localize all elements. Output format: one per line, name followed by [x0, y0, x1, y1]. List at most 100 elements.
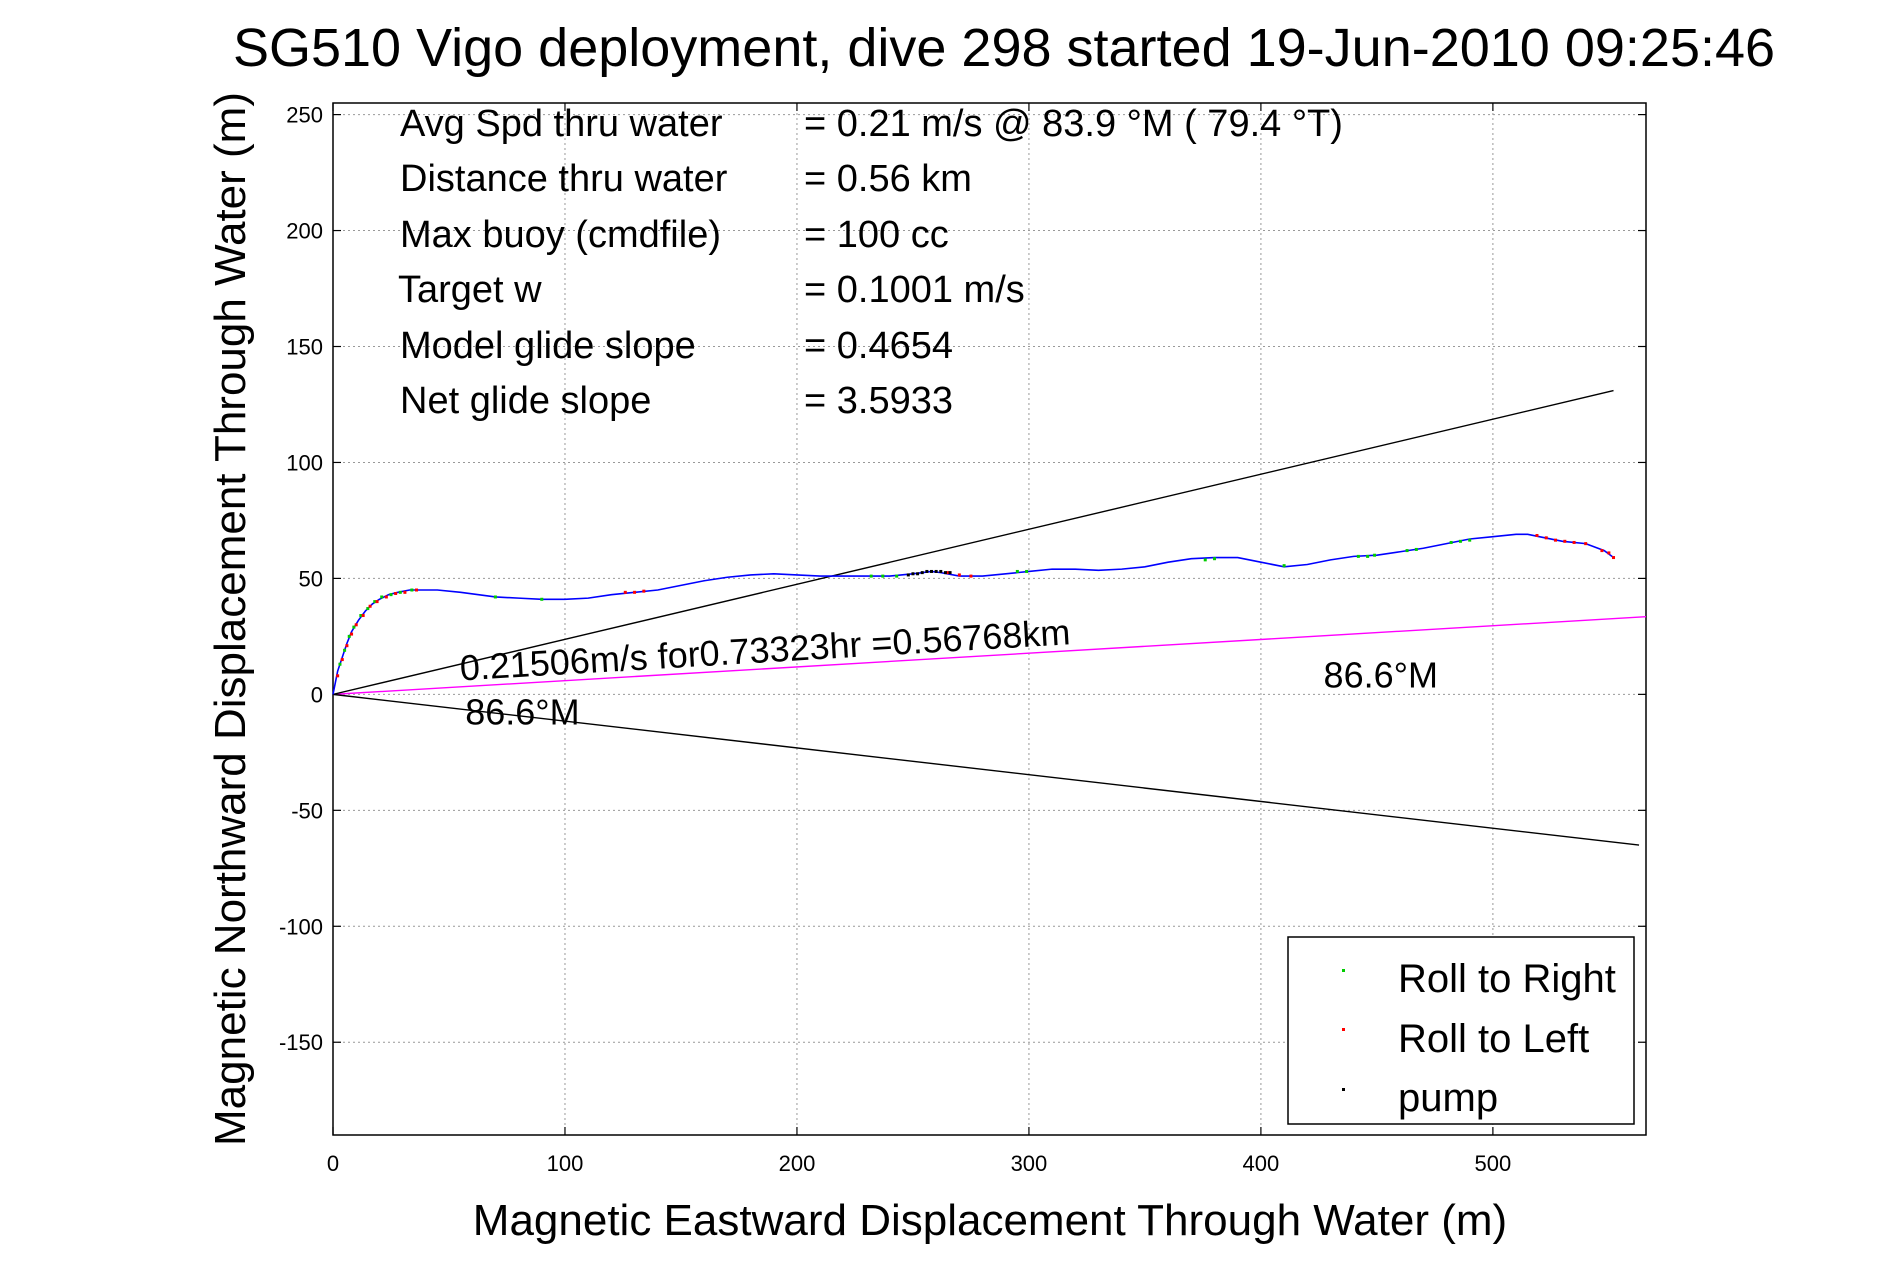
roll-left-point [623, 590, 627, 594]
roll-left-point [957, 573, 961, 577]
roll-right-point [869, 574, 873, 578]
y-tick-label: 100 [286, 450, 323, 475]
pump-point [916, 572, 920, 576]
reference-line-heading [332, 615, 1647, 696]
stat-label: Avg Spd thru water [400, 103, 723, 145]
pump-point [925, 569, 929, 573]
roll-left-point [1607, 551, 1611, 555]
legend-label-pump: pump [1398, 1076, 1498, 1120]
stat-value: = 100 cc [804, 214, 949, 256]
roll-left-point [340, 658, 344, 662]
stat-label: Model glide slope [400, 325, 696, 367]
legend-box [1287, 936, 1635, 1125]
heading-annotation: 86.6°M [465, 692, 579, 733]
roll-right-point [366, 607, 370, 611]
pump-point [920, 571, 924, 575]
pump-point [906, 573, 910, 577]
roll-right-point [1366, 554, 1370, 558]
roll-right-point [881, 574, 885, 578]
axis-ticks: 0 100 200 300 400 500 -150 -100 -50 0 50 100 150 200 2… [279, 103, 1646, 1176]
x-tick-label: 100 [547, 1151, 584, 1176]
roll-right-point [352, 625, 356, 629]
y-tick-label: -150 [279, 1030, 323, 1055]
roll-left-point [946, 571, 950, 575]
legend-marker-pump [1342, 1088, 1345, 1091]
x-tick-label: 300 [1011, 1151, 1048, 1176]
stat-value: = 3.5933 [804, 380, 953, 422]
reference-line-upper-bound [332, 389, 1614, 696]
roll-right-point [1203, 558, 1207, 562]
legend-marker-roll-right [1342, 969, 1345, 972]
roll-left-point [633, 590, 637, 594]
roll-left-point [1544, 536, 1548, 540]
roll-left-point [403, 590, 407, 594]
roll-left-point [384, 595, 388, 599]
roll-left-point [336, 674, 340, 678]
y-tick-label: -100 [279, 914, 323, 939]
y-tick-label: 200 [286, 219, 323, 244]
x-tick-label: 200 [779, 1151, 816, 1176]
roll-right-point [1405, 549, 1409, 553]
legend: Roll to Right Roll to Left pump [1287, 936, 1635, 1125]
roll-left-point [394, 591, 398, 595]
roll-right-point [540, 597, 544, 601]
stat-label: Max buoy (cmdfile) [400, 214, 721, 256]
roll-left-point [1554, 538, 1558, 542]
roll-left-point [350, 632, 354, 636]
roll-left-point [1600, 549, 1604, 553]
speed-annotation: 0.21506m/s for0.73323hr =0.56768km [459, 611, 1072, 688]
roll-right-point [410, 588, 414, 592]
stats-block: Avg Spd thru water = 0.21 m/s @ 83.9 °M … [398, 103, 1343, 422]
roll-right-point [1373, 553, 1377, 557]
roll-left-point [375, 600, 379, 604]
roll-right-point [389, 593, 393, 597]
track-markers [336, 534, 1616, 678]
roll-right-point [373, 600, 377, 604]
roll-left-point [642, 589, 646, 593]
heading-annotation: 86.6°M [1324, 654, 1438, 695]
x-axis-label: Magnetic Eastward Displacement Through W… [473, 1196, 1507, 1245]
roll-right-point [347, 634, 351, 638]
legend-label-roll-right: Roll to Right [1398, 957, 1616, 1001]
x-tick-label: 0 [327, 1151, 339, 1176]
y-tick-label: 0 [311, 682, 323, 707]
grid [333, 103, 1646, 1135]
roll-left-point [1535, 534, 1539, 538]
roll-right-point [343, 648, 347, 652]
legend-marker-roll-left [1342, 1028, 1345, 1031]
stat-label: Distance thru water [400, 158, 728, 200]
pump-point [930, 569, 934, 573]
roll-right-point [398, 590, 402, 594]
pump-point [934, 569, 938, 573]
roll-left-point [1563, 539, 1567, 543]
stat-value: = 0.4654 [804, 325, 953, 367]
roll-right-point [359, 614, 363, 618]
roll-right-point [380, 595, 384, 599]
roll-left-point [1612, 556, 1616, 560]
y-axis-label: Magnetic Northward Displacement Through … [206, 92, 255, 1146]
roll-right-point [1458, 539, 1462, 543]
y-tick-label: 150 [286, 335, 323, 360]
roll-right-point [1356, 554, 1360, 558]
roll-right-point [895, 574, 899, 578]
stat-label: Target w [398, 269, 542, 311]
stat-value: = 0.21 m/s @ 83.9 °M ( 79.4 °T) [804, 103, 1343, 145]
roll-left-point [969, 574, 973, 578]
roll-left-point [415, 588, 419, 592]
roll-right-point [1282, 564, 1286, 568]
chart-title: SG510 Vigo deployment, dive 298 started … [233, 18, 1775, 78]
x-tick-label: 500 [1475, 1151, 1512, 1176]
roll-left-point [368, 604, 372, 608]
stat-label: Net glide slope [400, 380, 651, 422]
reference-line-lower-bound [332, 693, 1640, 846]
stat-value: = 0.56 km [804, 158, 972, 200]
roll-left-point [345, 644, 349, 648]
pump-point [948, 571, 952, 575]
plot-frame [332, 102, 1647, 1136]
y-tick-label: 50 [299, 566, 323, 591]
roll-right-point [493, 595, 497, 599]
roll-right-point [1414, 547, 1418, 551]
pump-point [939, 569, 943, 573]
roll-right-point [1025, 569, 1029, 573]
y-tick-label: 250 [286, 103, 323, 128]
